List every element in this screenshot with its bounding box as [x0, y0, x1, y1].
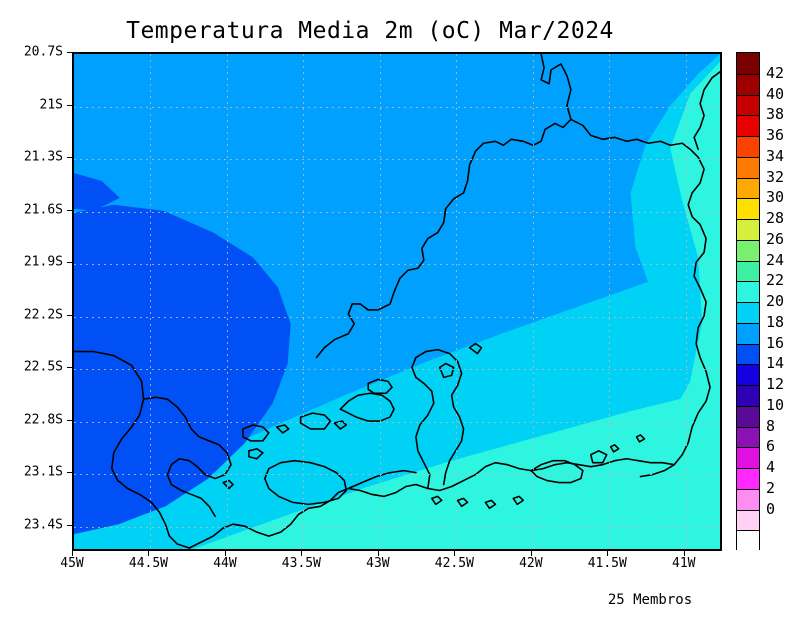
x-axis-tick-label: 41W: [672, 556, 696, 571]
colorbar-tick-label: 10: [766, 395, 785, 414]
colorbar-band[interactable]: [737, 509, 759, 531]
y-axis-tick-label: 21.9S: [23, 254, 63, 270]
colorbar-band[interactable]: [737, 385, 759, 406]
colorbar-tick-label: 38: [766, 105, 785, 124]
colorbar-tick-label: 0: [766, 499, 776, 518]
colorbar-band[interactable]: [737, 198, 759, 219]
colorbar-band[interactable]: [737, 94, 759, 116]
colorbar-band[interactable]: [737, 260, 759, 282]
colorbar-band[interactable]: [737, 468, 759, 489]
y-axis-tick-mark: [67, 314, 72, 316]
temperature-contour-field: [74, 54, 720, 549]
colorbar-tick-label: 12: [766, 375, 785, 393]
y-axis-tick-label: 23.4S: [23, 517, 63, 533]
colorbar-tick-label: 42: [766, 63, 785, 82]
y-axis-tick-label: 21.6S: [23, 202, 63, 218]
colorbar-tick-label: 28: [766, 209, 785, 227]
colorbar-band[interactable]: [737, 302, 759, 323]
x-axis-tick-mark: [377, 551, 379, 556]
colorbar-tick-label: 2: [766, 478, 776, 497]
x-axis-tick-label: 42W: [519, 556, 543, 571]
x-axis-tick-mark: [683, 551, 685, 556]
colorbar-tick-label: 24: [766, 250, 785, 269]
colorbar-tick-label: 32: [766, 167, 785, 186]
colorbar-band[interactable]: [737, 53, 759, 74]
colorbar-band[interactable]: [737, 488, 759, 510]
colorbar-tick-label: 16: [766, 333, 785, 352]
colorbar-tick-label: 34: [766, 146, 785, 165]
x-axis-tick-label: 43W: [366, 556, 390, 571]
colorbar[interactable]: [736, 52, 760, 551]
colorbar-band[interactable]: [737, 447, 759, 468]
y-axis-tick-mark: [67, 52, 72, 53]
colorbar-band[interactable]: [737, 239, 759, 261]
x-axis-tick-label: 44W: [213, 556, 237, 571]
colorbar-band[interactable]: [737, 426, 759, 448]
y-axis-tick-mark: [67, 262, 72, 264]
x-axis-tick-mark: [607, 551, 609, 556]
colorbar-band[interactable]: [737, 73, 759, 95]
y-axis-tick-label: 22.5S: [23, 359, 63, 375]
x-axis-tick-mark: [301, 551, 303, 556]
x-axis-tick-label: 44.5W: [128, 556, 169, 571]
colorbar-tick-label: 6: [766, 437, 776, 456]
colorbar-tick-label: 20: [766, 292, 785, 310]
colorbar-tick-label: 4: [766, 458, 776, 476]
y-axis-tick-mark: [67, 209, 72, 211]
y-axis-tick-mark: [67, 104, 72, 106]
colorbar-tick-label: 22: [766, 271, 785, 290]
page-title: Temperatura Media 2m (oC) Mar/2024: [126, 18, 614, 44]
y-axis-tick-label: 20.7S: [23, 44, 63, 60]
colorbar-band[interactable]: [737, 219, 759, 240]
y-axis-tick-label: 21S: [39, 97, 63, 113]
colorbar-band[interactable]: [737, 322, 759, 344]
colorbar-band[interactable]: [737, 343, 759, 365]
y-axis-tick-mark: [67, 367, 72, 369]
colorbar-tick-label: 26: [766, 229, 785, 248]
x-axis-tick-mark: [148, 551, 150, 556]
x-axis-tick-label: 42.5W: [434, 556, 474, 571]
colorbar-band[interactable]: [737, 177, 759, 199]
y-axis-tick-mark: [67, 419, 72, 421]
x-axis-tick-mark: [454, 551, 456, 556]
x-axis-tick-mark: [72, 551, 73, 556]
colorbar-band[interactable]: [737, 530, 759, 551]
colorbar-band[interactable]: [737, 115, 759, 136]
y-axis-tick-label: 22.2S: [23, 307, 63, 323]
x-axis-tick-label: 41.5W: [587, 556, 627, 571]
ensemble-members-label: 25 Membros: [607, 592, 693, 608]
y-axis-tick-label: 22.8S: [23, 412, 63, 428]
colorbar-tick-label: 30: [766, 188, 785, 207]
colorbar-band[interactable]: [737, 156, 759, 178]
colorbar-tick-label: 40: [766, 84, 785, 103]
x-axis-tick-label: 45W: [60, 556, 84, 571]
y-axis-tick-label: 21.3S: [23, 149, 63, 165]
colorbar-tick-label: 18: [766, 312, 785, 331]
y-axis-tick-mark: [67, 524, 72, 526]
colorbar-band[interactable]: [737, 281, 759, 302]
colorbar-tick-label: 36: [766, 126, 785, 144]
colorbar-band[interactable]: [737, 364, 759, 385]
x-axis-tick-mark: [530, 551, 532, 556]
colorbar-band[interactable]: [737, 405, 759, 427]
colorbar-tick-label: 14: [766, 354, 785, 373]
x-axis-tick-mark: [224, 551, 226, 556]
y-axis-tick-label: 23.1S: [23, 464, 63, 480]
colorbar-tick-label: 8: [766, 416, 776, 435]
x-axis-tick-label: 43.5W: [281, 556, 321, 571]
y-axis-tick-mark: [67, 157, 72, 159]
colorbar-band[interactable]: [737, 136, 759, 157]
map-plot-area[interactable]: [72, 52, 722, 551]
y-axis-tick-mark: [67, 472, 72, 474]
